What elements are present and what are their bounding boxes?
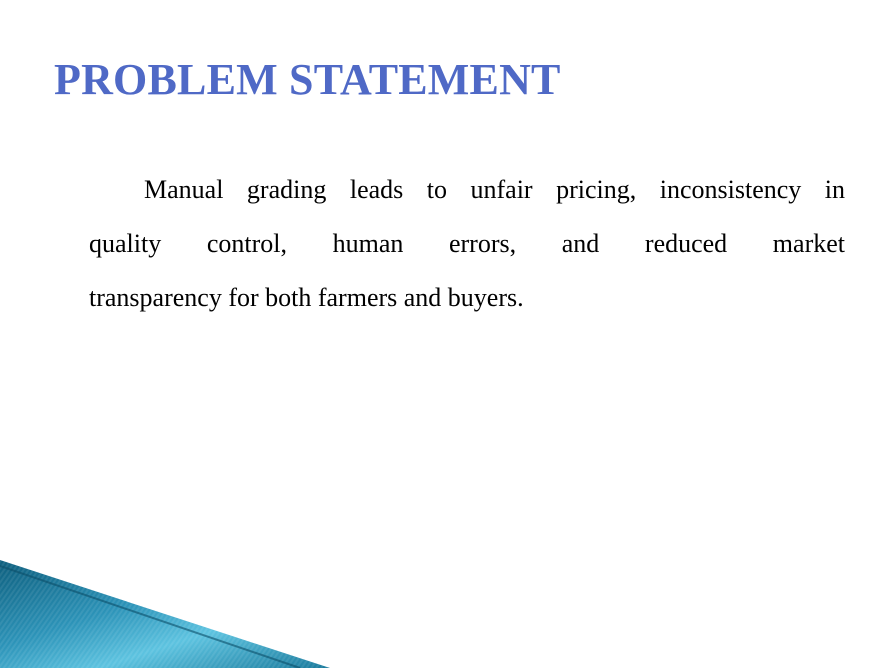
body-line-2: quality control, human errors, and reduc…	[89, 229, 845, 258]
decorative-corner-swoosh	[0, 560, 330, 668]
swoosh-edge	[0, 565, 301, 668]
body-line-3: transparency for both farmers and buyers…	[89, 283, 524, 312]
slide-body: Manual grading leads to unfair pricing, …	[89, 166, 845, 328]
body-line-1: Manual grading leads to unfair pricing, …	[144, 175, 845, 204]
slide-title: PROBLEM STATEMENT	[54, 55, 561, 104]
swoosh-texture	[0, 560, 330, 668]
